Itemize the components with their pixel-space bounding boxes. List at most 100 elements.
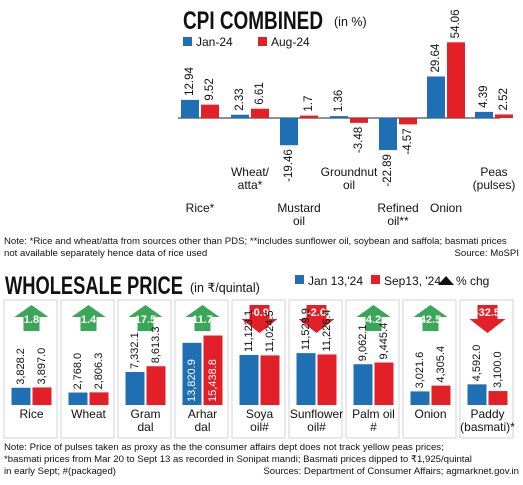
wholesale-value-label: 3,897.0 xyxy=(36,348,48,385)
wholesale-value-label: 3,021.6 xyxy=(414,352,426,389)
wholesale-category-line: Arhar xyxy=(188,407,217,421)
wholesale-category-line: Soya xyxy=(246,407,274,421)
cpi-value-label: 9.52 xyxy=(204,78,216,100)
wholesale-bar xyxy=(374,362,394,405)
pct-change-arrow xyxy=(469,305,506,333)
cpi-bar xyxy=(251,108,269,118)
cpi-category-label: Refined oil** xyxy=(377,201,418,228)
pct-change-label: 42.5 xyxy=(420,314,441,326)
wholesale-panel xyxy=(60,299,115,439)
wholesale-bar xyxy=(296,353,316,405)
wholesale-value-label: 3,100.0 xyxy=(492,351,504,388)
wholesale-bar xyxy=(317,354,337,405)
wholesale-note-line-3: in early Sept; #(packaged) xyxy=(4,466,116,477)
cpi-category-line: (pulses) xyxy=(473,178,516,192)
wholesale-note-line-1: Note: Price of pulses taken as proxy as … xyxy=(4,442,444,453)
cpi-category-label: Mustard oil xyxy=(277,201,320,228)
wholesale-bar xyxy=(431,385,451,405)
wholesale-category-label: Rice xyxy=(19,407,43,421)
cpi-bar xyxy=(201,104,219,118)
wholesale-bar xyxy=(182,342,202,405)
pct-change-arrow xyxy=(298,305,335,333)
wholesale-value-label: 7,332.1 xyxy=(129,332,141,369)
cpi-legend-aug-swatch xyxy=(258,37,267,46)
cpi-category-line: Peas xyxy=(480,165,507,179)
cpi-category-label: Rice* xyxy=(186,201,215,215)
wholesale-bar xyxy=(32,387,52,405)
pct-change-arrow xyxy=(413,305,448,331)
wholesale-category-label: Paddy (basmati)* xyxy=(460,407,515,434)
wholesale-bar xyxy=(467,384,487,405)
wholesale-value-label: 15,438.8 xyxy=(207,359,219,402)
pct-change-arrow xyxy=(71,305,106,331)
cpi-category-line: Mustard xyxy=(277,201,320,215)
wholesale-legend-sep-label: Sep13, '24 xyxy=(384,274,441,288)
cpi-value-label: 12.94 xyxy=(184,67,196,96)
pct-change-label: 17.5 xyxy=(135,314,156,326)
wholesale-note-line-2: *basmati prices from Mar 20 to Sept 13 a… xyxy=(4,454,472,465)
cpi-title: CPI COMBINED xyxy=(183,7,323,35)
wholesale-value-label: 9,062.1 xyxy=(357,325,369,362)
pct-change-label: 4.2 xyxy=(366,314,381,326)
wholesale-category-label: Gram dal xyxy=(131,407,161,434)
wholesale-bar xyxy=(239,354,259,405)
cpi-category-line: Refined xyxy=(377,201,418,215)
wholesale-bar xyxy=(203,335,223,405)
cpi-value-label: 2.33 xyxy=(234,88,246,110)
cpi-bar xyxy=(330,116,348,118)
cpi-bar xyxy=(181,99,199,118)
wholesale-category-line: Wheat xyxy=(71,407,106,421)
wholesale-value-label: 2,768.0 xyxy=(72,353,84,390)
pct-change-arrow xyxy=(241,305,278,333)
cpi-category-line: Onion xyxy=(430,201,462,215)
cpi-bar xyxy=(427,76,445,118)
wholesale-category-label: Wheat xyxy=(71,407,106,421)
wholesale-category-label: Onion xyxy=(414,407,446,421)
cpi-bar xyxy=(280,118,298,146)
wholesale-category-line: (basmati)* xyxy=(460,420,515,434)
wholesale-category-line: Onion xyxy=(414,407,446,421)
wholesale-value-label: 4,592.0 xyxy=(471,345,483,382)
pct-change-legend-icon xyxy=(438,276,454,285)
wholesale-bar xyxy=(89,392,109,405)
wholesale-legend-sep-swatch xyxy=(371,275,380,284)
wholesale-panels: 1.8 3,828.2 3,897.0 Rice 1.4 2,768.0 2,806.3 Wh… xyxy=(3,299,515,439)
wholesale-source: Sources: Department of Consumer Affairs;… xyxy=(263,466,519,477)
cpi-bar xyxy=(475,111,493,118)
wholesale-category-line: Sunflower xyxy=(290,407,343,421)
cpi-bar xyxy=(231,114,249,118)
cpi-value-label: 6.61 xyxy=(254,82,266,104)
wholesale-bar xyxy=(260,355,280,405)
wholesale-panel xyxy=(459,299,514,439)
cpi-category-label: Groundnut oil xyxy=(321,165,378,192)
wholesale-legend-jan-label: Jan 13,'24 xyxy=(308,274,363,288)
pct-change-label: 1.8 xyxy=(24,314,39,326)
cpi-value-label: 54.06 xyxy=(450,10,462,39)
wholesale-title: WHOLESALE PRICE xyxy=(5,272,183,300)
wholesale-category-line: Rice xyxy=(19,407,43,421)
cpi-category-line: atta* xyxy=(238,178,263,192)
wholesale-note-block: Note: Price of pulses taken as proxy as … xyxy=(4,442,519,478)
cpi-bar xyxy=(350,118,368,123)
cpi-category-label: Peas (pulses) xyxy=(473,165,516,192)
cpi-value-label: 2.52 xyxy=(498,88,510,110)
wholesale-value-label: 2,806.3 xyxy=(93,353,105,390)
pct-change-label: 1.4 xyxy=(81,314,97,326)
cpi-category-line: Wheat/ xyxy=(231,165,270,179)
wholesale-value-label: 9,445.4 xyxy=(378,323,390,360)
wholesale-panel xyxy=(231,299,286,439)
wholesale-bar xyxy=(125,372,145,405)
pct-change-label: -32.5 xyxy=(475,307,500,319)
wholesale-category-line: dal xyxy=(194,420,210,434)
cpi-source: Source: MoSPI xyxy=(454,248,519,259)
wholesale-category-line: oil# xyxy=(307,420,326,434)
cpi-legend-jan-label: Jan-24 xyxy=(196,35,233,49)
wholesale-category-line: dal xyxy=(137,420,153,434)
cpi-note: Note: *Rice and wheat/atta from sources … xyxy=(4,236,507,259)
wholesale-category-line: Gram xyxy=(131,407,161,421)
cpi-value-label: -4.57 xyxy=(402,128,414,154)
wholesale-panel xyxy=(3,299,58,439)
wholesale-value-label: 3,828.2 xyxy=(15,348,27,385)
